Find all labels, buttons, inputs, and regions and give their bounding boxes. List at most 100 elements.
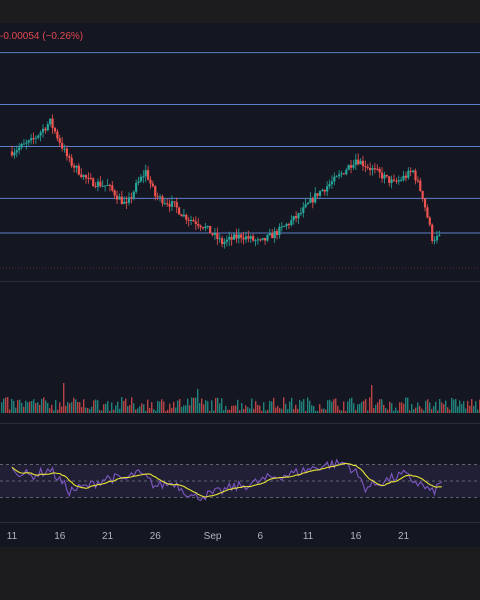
- volume-bar: [367, 410, 369, 413]
- candle-body: [87, 177, 90, 179]
- volume-bar: [253, 408, 255, 413]
- candle-body: [49, 118, 52, 125]
- candle-body: [263, 237, 267, 241]
- volume-bar: [423, 410, 425, 413]
- candle-body: [94, 186, 97, 188]
- volume-bar: [73, 397, 75, 413]
- volume-bar: [241, 402, 243, 413]
- candle-body: [280, 226, 283, 228]
- candle-body: [242, 237, 245, 240]
- candle-body: [194, 221, 197, 224]
- candle-body: [209, 225, 212, 234]
- candle-body: [15, 150, 18, 153]
- pane-divider-rsi[interactable]: [0, 423, 480, 424]
- candle-body: [10, 151, 14, 156]
- volume-bar: [409, 410, 411, 413]
- volume-bar: [185, 405, 187, 413]
- volume-bar: [49, 408, 51, 413]
- candle-body: [261, 237, 264, 240]
- volume-bar: [353, 403, 355, 413]
- volume-bar: [123, 400, 125, 413]
- volume-bar: [137, 408, 139, 413]
- candle-body: [268, 233, 271, 236]
- candle-body: [416, 180, 419, 182]
- candle-body: [376, 168, 379, 170]
- volume-bar: [3, 398, 5, 413]
- volume-bar: [355, 410, 357, 413]
- volume-bar: [463, 401, 465, 413]
- volume-bar: [169, 403, 171, 413]
- volume-bar: [331, 401, 333, 413]
- candle-body: [316, 193, 319, 196]
- volume-bar: [351, 397, 353, 413]
- volume-bar: [1, 402, 3, 413]
- volume-bar: [245, 405, 247, 413]
- volume-bar: [379, 399, 381, 413]
- volume-bar: [231, 405, 233, 413]
- time-axis-tick-label: 16: [350, 531, 362, 542]
- candle-body: [357, 159, 360, 165]
- candle-body: [273, 231, 276, 239]
- volume-bar: [407, 397, 409, 413]
- volume-bar: [377, 402, 379, 413]
- candle-body: [158, 196, 162, 198]
- candle-body: [44, 128, 47, 131]
- candle-body: [299, 212, 302, 214]
- volume-bar: [41, 398, 43, 413]
- volume-bar: [203, 404, 205, 413]
- candle-body: [161, 196, 164, 204]
- candle-body: [127, 197, 131, 203]
- volume-bar: [415, 407, 417, 413]
- pane-divider-volume[interactable]: [0, 281, 480, 282]
- chart-area[interactable]: [0, 23, 480, 547]
- volume-bar: [431, 409, 433, 413]
- volume-bar: [97, 400, 99, 413]
- volume-bar: [91, 406, 93, 413]
- volume-bar: [71, 402, 73, 413]
- volume-bar: [17, 400, 19, 413]
- candle-body: [349, 165, 353, 168]
- volume-bar: [217, 397, 219, 413]
- volume-bar: [295, 404, 297, 413]
- candle-body: [366, 167, 369, 169]
- candle-body: [99, 181, 102, 187]
- candle-body: [27, 140, 30, 143]
- volume-bar: [373, 407, 375, 413]
- candle-body: [221, 238, 224, 245]
- volume-bar: [429, 402, 431, 413]
- candle-body: [225, 239, 228, 242]
- candle-body: [340, 173, 343, 175]
- volume-bar: [139, 406, 141, 413]
- volume-bar: [389, 401, 391, 413]
- volume-bar: [459, 400, 461, 413]
- volume-bar: [45, 400, 47, 413]
- volume-bar: [13, 400, 15, 413]
- volume-bar: [411, 403, 413, 413]
- candle-body: [254, 240, 257, 242]
- volume-bar: [69, 403, 71, 413]
- candle-body: [354, 159, 357, 165]
- volume-bar: [269, 400, 271, 413]
- candle-body: [75, 165, 78, 168]
- volume-bar: [369, 397, 371, 413]
- candle-body: [228, 237, 231, 240]
- volume-bar: [319, 404, 321, 413]
- candle-body: [371, 168, 374, 171]
- volume-bar: [25, 400, 27, 413]
- volume-bar: [249, 408, 251, 413]
- volume-bar: [395, 407, 397, 413]
- time-axis-tick-label: 11: [6, 531, 18, 542]
- volume-bar: [105, 403, 107, 413]
- candle-body: [275, 231, 279, 235]
- volume-bar: [99, 409, 101, 413]
- time-axis-tick-label: 16: [54, 531, 66, 542]
- volume-bar: [27, 402, 29, 413]
- volume-bar: [111, 402, 113, 413]
- volume-bar: [225, 405, 227, 413]
- volume-bar: [357, 404, 359, 413]
- volume-bar: [113, 409, 115, 413]
- volume-bar: [77, 401, 79, 413]
- candle-body: [256, 239, 260, 241]
- volume-bar: [439, 398, 441, 413]
- candle-body: [106, 184, 109, 186]
